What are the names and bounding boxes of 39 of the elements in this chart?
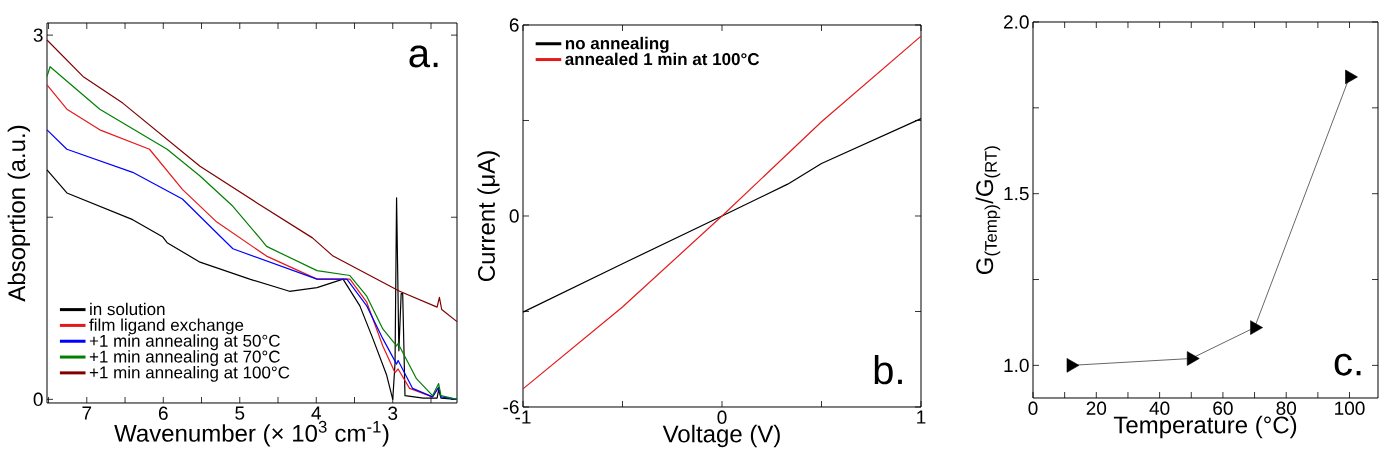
legend-label: +1 min annealing at 100°C	[89, 365, 290, 382]
x-axis-title: Temperature (°C)	[1113, 415, 1297, 439]
x-tick-label: 5	[235, 406, 245, 420]
x-tick-label: 4	[311, 406, 321, 420]
point	[1066, 358, 1080, 373]
x-tick-label: 3	[388, 406, 398, 420]
point	[1250, 320, 1263, 335]
y-axis-title: G$_{(Temp)}$/G$_{(RT)}$	[975, 146, 1001, 275]
x-tick-label: 100	[1335, 401, 1365, 415]
x-axis-title: Voltage (V)	[662, 424, 780, 448]
legend-label: in solution	[90, 302, 165, 316]
legend-label: +1 min annealing at 70°C	[89, 350, 280, 366]
y-axis-title: Absoprtion (a.u.)	[7, 125, 31, 302]
annotation: c.	[1334, 353, 1361, 376]
legend-label: +1 min annealing at 50°C	[89, 334, 280, 351]
x-tick-label: 80	[1276, 401, 1297, 415]
x-tick-label: 40	[1149, 401, 1170, 415]
x-tick-label: 0	[717, 410, 727, 424]
x-axis-title: Wavenumber (× 10$^{3}$ cm$^{-1}$)	[114, 420, 389, 447]
x-tick-label: 1	[917, 410, 926, 424]
x-tick-label: 6	[158, 406, 168, 420]
y-tick-label: 6	[509, 18, 519, 32]
y-tick-label: 1.0	[1004, 358, 1029, 373]
annotation: a.	[409, 45, 438, 68]
y-tick-label: 1.5	[1004, 187, 1029, 201]
y-tick-label: 2.0	[1004, 15, 1029, 29]
legend-label: film ligand exchange	[89, 318, 244, 335]
x-tick-label: 60	[1213, 401, 1233, 415]
line-series	[522, 35, 922, 390]
y-axis-title: Current (μA)	[477, 151, 500, 282]
legend-label: no annealing	[565, 36, 669, 53]
y-tick-label: 0	[509, 209, 519, 223]
annotation: b.	[874, 354, 902, 385]
x-tick-label: 20	[1086, 401, 1107, 415]
point	[1345, 69, 1358, 85]
legend-label: annealed 1 min at 100°C	[565, 52, 760, 66]
x-tick-label: 7	[82, 406, 92, 420]
point	[1186, 351, 1200, 366]
x-tick-label: 0	[1028, 401, 1038, 415]
